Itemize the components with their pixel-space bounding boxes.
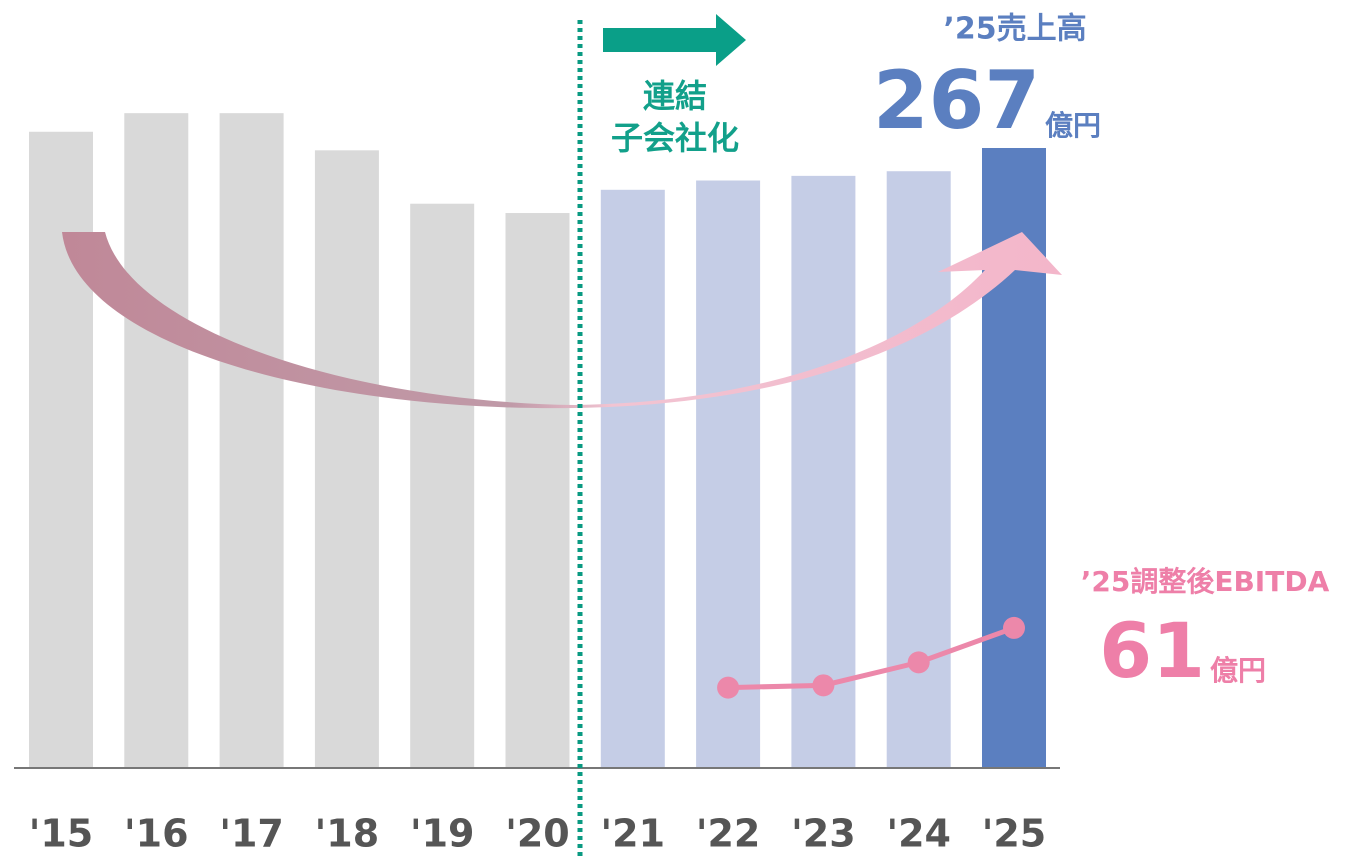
bar <box>600 189 665 769</box>
x-tick-label: '24 <box>886 812 951 856</box>
annotation: 子会社化 <box>611 119 739 157</box>
bar <box>410 203 475 768</box>
x-tick-label: '18 <box>315 812 380 856</box>
annotation: 億円 <box>1045 109 1101 142</box>
point <box>1003 616 1025 639</box>
bar <box>314 150 379 769</box>
point <box>812 674 835 697</box>
x-tick-label: '22 <box>696 812 761 856</box>
consolidation-arrow <box>603 14 746 66</box>
annotation: 連結 <box>643 77 707 115</box>
bar <box>505 213 570 768</box>
bar <box>886 171 951 769</box>
bar <box>219 113 284 769</box>
annotation: ’25調整後EBITDA <box>1081 565 1330 598</box>
value-label: 267 <box>873 54 1040 147</box>
x-tick-label: '23 <box>791 812 856 856</box>
annotation: ’25売上高 <box>943 12 1086 47</box>
x-tick-label: '21 <box>601 812 666 856</box>
x-tick-label: '20 <box>505 812 570 856</box>
bar <box>791 175 856 768</box>
bar <box>124 113 189 769</box>
x-tick-label: '15 <box>29 812 94 856</box>
value-label: 61 <box>1099 606 1205 695</box>
x-tick-label: '25 <box>982 812 1047 856</box>
annotation: 億円 <box>1210 654 1266 687</box>
point <box>907 651 930 674</box>
point <box>717 676 740 699</box>
x-tick-label: '17 <box>219 812 284 856</box>
line <box>728 625 1015 691</box>
x-tick-label: '19 <box>410 812 475 856</box>
bar <box>29 131 93 769</box>
bar <box>696 180 761 768</box>
line-layer <box>717 616 1025 699</box>
x-tick-label: '16 <box>124 812 189 856</box>
